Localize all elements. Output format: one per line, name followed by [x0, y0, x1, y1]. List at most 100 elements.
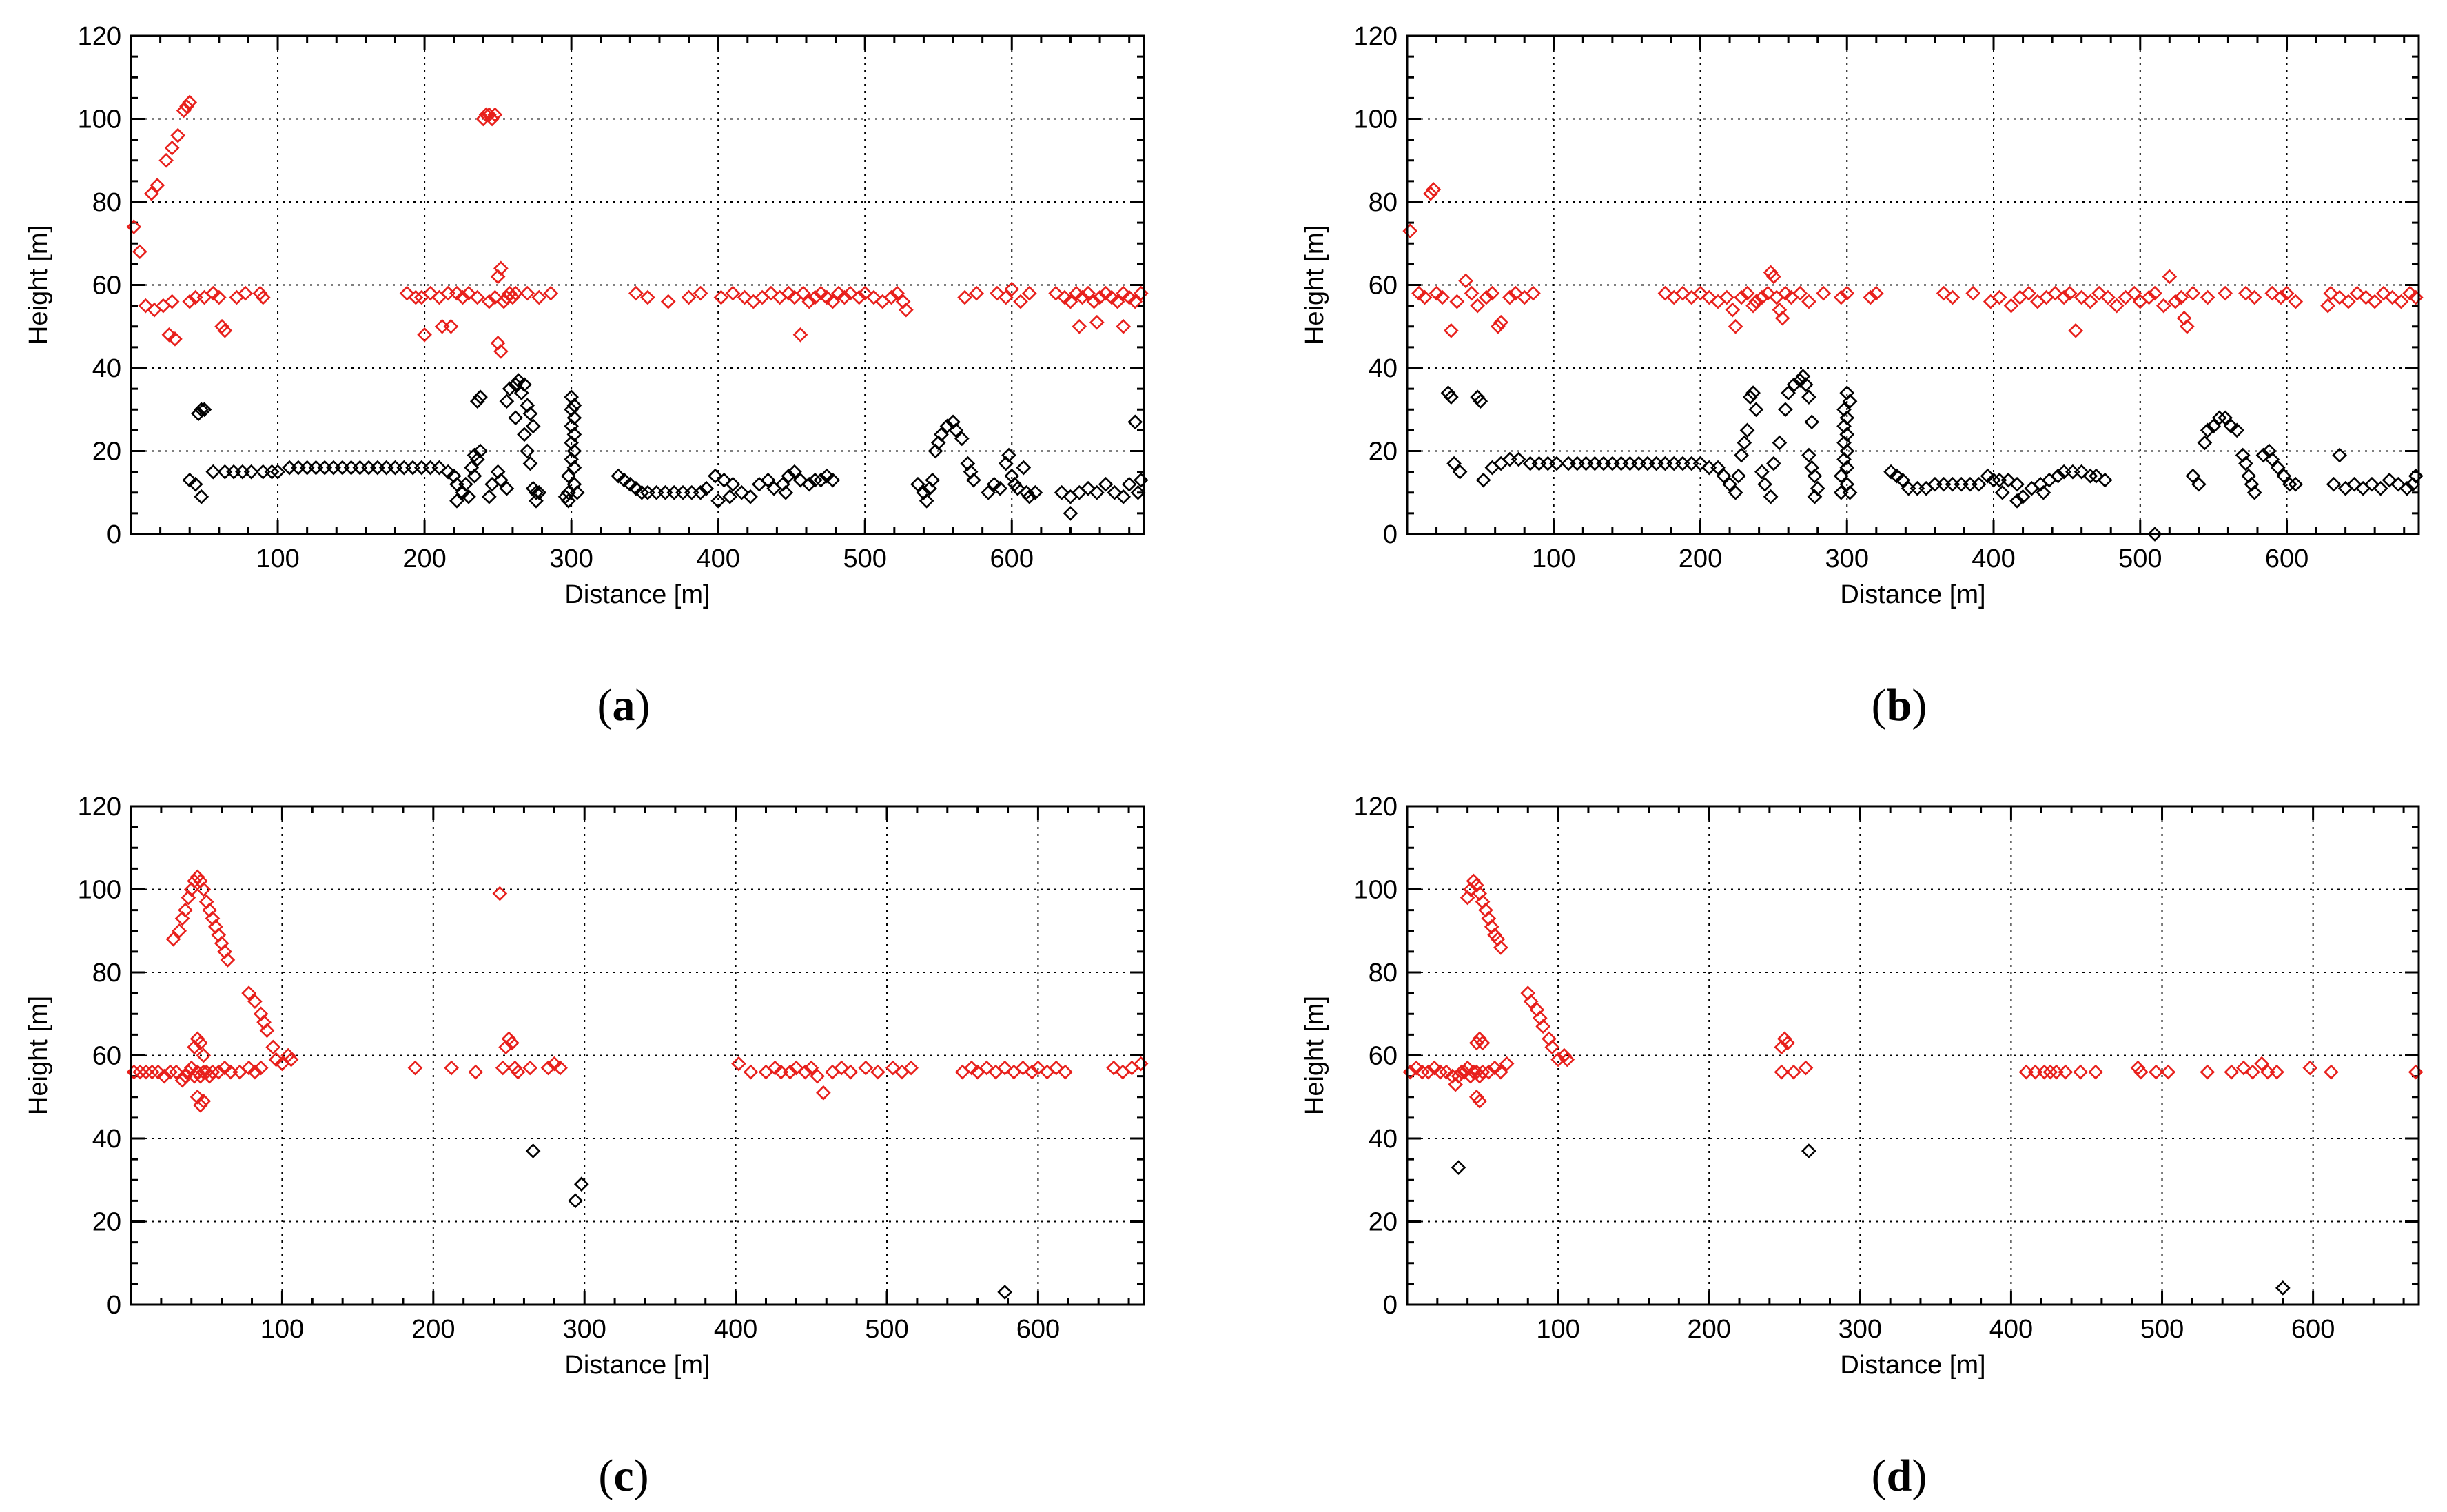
data-point — [1716, 468, 1732, 484]
data-point — [2218, 285, 2233, 301]
data-point — [2326, 476, 2342, 492]
data-point — [422, 285, 438, 301]
data-point — [1737, 435, 1752, 451]
data-point — [1426, 1060, 1442, 1076]
data-point — [2009, 476, 2025, 492]
x-tick-label: 400 — [714, 1315, 757, 1344]
data-point — [163, 1064, 178, 1080]
x-axis-label: Distance [m] — [1840, 1351, 1985, 1380]
data-point — [1801, 447, 1816, 463]
data-point — [352, 460, 368, 476]
data-point — [1098, 285, 1114, 301]
data-point — [1531, 456, 1547, 471]
data-point — [1945, 476, 1960, 492]
data-point — [1435, 289, 1450, 305]
data-point — [2346, 476, 2362, 492]
data-point — [2238, 285, 2253, 301]
y-tick-label: 40 — [1369, 354, 1397, 383]
data-point — [2056, 289, 2071, 305]
data-point — [1728, 484, 1743, 500]
data-point — [1622, 456, 1638, 471]
data-point — [566, 460, 582, 476]
data-point — [1481, 1064, 1497, 1080]
data-point — [569, 484, 585, 500]
data-point — [1540, 456, 1556, 471]
data-point — [196, 1093, 212, 1109]
y-tick-label: 0 — [107, 520, 121, 549]
data-point — [1074, 289, 1090, 305]
series-black-points — [1451, 1143, 2291, 1296]
data-point — [1402, 1064, 1418, 1080]
data-point — [964, 1060, 979, 1076]
data-point — [2133, 1064, 2149, 1080]
data-point — [1640, 456, 1655, 471]
data-point — [1006, 1064, 1022, 1080]
data-point — [2109, 298, 2125, 314]
data-point — [2088, 1064, 2103, 1080]
data-point — [1596, 456, 1611, 471]
y-axis-label: Height [m] — [24, 996, 53, 1115]
data-point — [508, 285, 524, 301]
data-point — [997, 1060, 1012, 1076]
data-point — [716, 472, 732, 488]
x-tick-label: 500 — [2118, 544, 2162, 573]
data-point — [1054, 484, 1069, 500]
data-point — [816, 1085, 831, 1101]
data-point — [126, 1064, 142, 1080]
data-point — [1443, 323, 1459, 338]
data-point — [2082, 468, 2098, 484]
data-point — [934, 427, 949, 442]
data-point — [778, 484, 794, 500]
data-point — [693, 285, 708, 301]
data-point — [1754, 464, 1770, 480]
data-point — [229, 289, 245, 305]
x-axis-label: Distance [m] — [564, 580, 710, 609]
x-tick-label: 200 — [1688, 1315, 1731, 1344]
data-point — [1069, 285, 1084, 301]
data-point — [743, 1064, 759, 1080]
data-point — [2200, 289, 2215, 305]
data-point — [458, 476, 473, 492]
data-point — [1839, 410, 1855, 426]
data-point — [522, 406, 538, 422]
x-tick-label: 300 — [549, 544, 593, 573]
data-point — [431, 460, 447, 476]
data-point — [387, 460, 403, 476]
panel-a: 100 200 300 400 500 600 0 20 40 60 80 100 120 Distanc… — [24, 22, 1149, 731]
data-point — [616, 472, 632, 488]
data-point — [259, 1023, 275, 1039]
x-tick-label: 200 — [1679, 544, 1722, 573]
data-point — [561, 468, 576, 484]
data-point — [520, 443, 535, 459]
data-point — [2047, 285, 2063, 301]
data-point — [870, 1064, 885, 1080]
data-point — [1116, 489, 1132, 504]
data-point — [164, 294, 180, 309]
data-point — [170, 127, 186, 143]
data-point — [1983, 294, 1998, 309]
y-tick-label: 40 — [92, 354, 121, 383]
data-point — [161, 327, 177, 343]
data-point — [1778, 402, 1793, 418]
data-point — [2255, 447, 2271, 463]
data-point — [1115, 1064, 1131, 1080]
data-point — [529, 484, 544, 500]
data-point — [1116, 318, 1132, 334]
data-point — [825, 294, 841, 309]
data-point — [1683, 289, 1699, 305]
data-point — [1468, 1035, 1484, 1051]
y-tick-label: 80 — [1369, 188, 1397, 217]
data-point — [2018, 1064, 2034, 1080]
data-point — [2408, 468, 2424, 484]
data-point — [1839, 443, 1855, 459]
data-point — [1081, 480, 1096, 496]
data-point — [2185, 285, 2201, 301]
data-point — [1780, 1035, 1795, 1051]
data-point — [467, 468, 482, 484]
data-point — [1683, 456, 1699, 471]
data-point — [2367, 294, 2383, 309]
data-point — [2148, 1064, 2164, 1080]
data-point — [1842, 394, 1858, 409]
data-point — [910, 476, 925, 492]
data-point — [1472, 1093, 1488, 1109]
